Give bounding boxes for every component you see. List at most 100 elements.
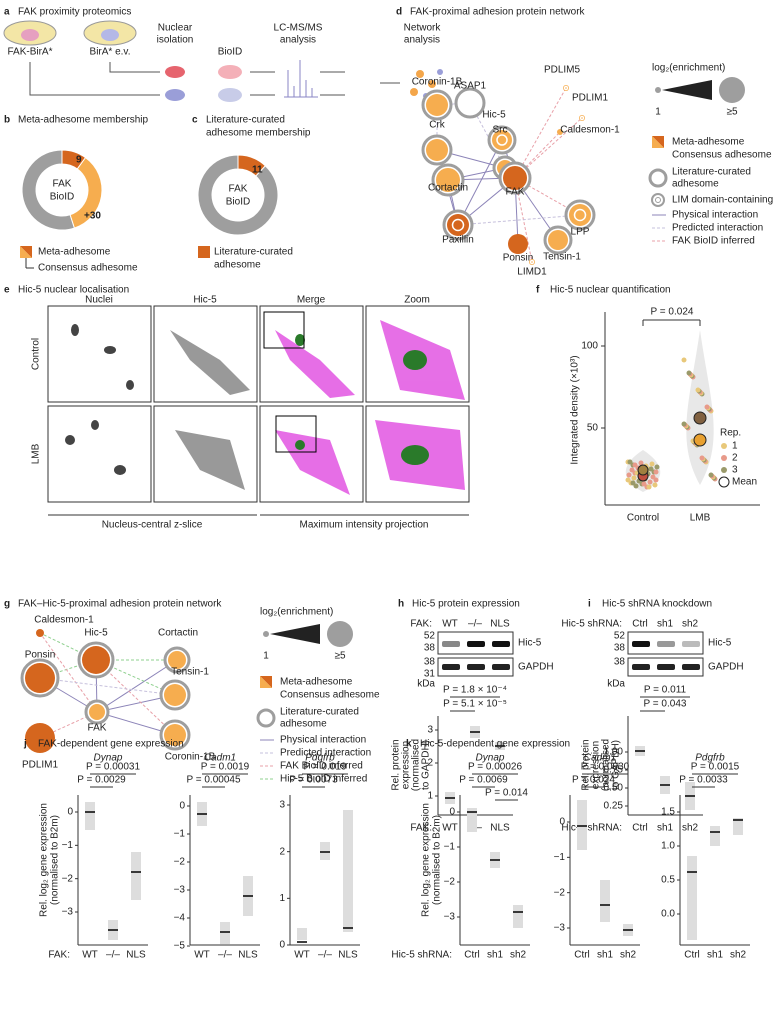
- legend-label: Mean: [732, 477, 757, 488]
- node: [655, 87, 661, 93]
- node: [36, 629, 44, 637]
- step: analysis: [280, 35, 316, 46]
- legend-label: Meta-adhesome: [672, 137, 745, 148]
- node: [626, 472, 632, 478]
- y-tick-label: 2: [279, 846, 285, 857]
- y-tick-label: −1: [444, 842, 456, 853]
- node: [630, 480, 636, 486]
- p-value: P = 0.0029: [77, 775, 126, 786]
- donut-center: FAK: [229, 184, 248, 195]
- y-tick-label: −5: [174, 941, 186, 952]
- node-label: PDLIM5: [544, 65, 581, 76]
- panel-title: Hic-5 nuclear quantification: [550, 285, 671, 296]
- node: [708, 472, 714, 478]
- panel-title: FAK proximity proteomics: [18, 7, 131, 18]
- node: [459, 92, 481, 114]
- node: [426, 139, 448, 161]
- panel-title: FAK–Hic-5-proximal adhesion protein netw…: [18, 599, 222, 610]
- node: [647, 479, 653, 485]
- panel-letter: j: [23, 739, 27, 750]
- violin: [686, 330, 714, 485]
- node: [25, 663, 55, 693]
- range-bar: [513, 905, 523, 928]
- legend-label: FAK BioID inferred: [280, 761, 363, 772]
- column-header: Zoom: [404, 295, 430, 306]
- lane-title: FAK:: [410, 619, 432, 630]
- legend-label: ≥5: [334, 651, 345, 662]
- y-tick-label: 1.00: [604, 747, 624, 758]
- band-label: Hic-5: [708, 638, 732, 649]
- node-label: Caldesmon-1: [560, 125, 620, 136]
- node: [721, 467, 727, 473]
- y-tick-label: 100: [581, 341, 598, 352]
- legend-label: Literature-curated: [672, 167, 751, 178]
- x-tick-label: Ctrl: [632, 823, 648, 834]
- lane-label: sh1: [657, 619, 674, 630]
- mw-label: 38: [424, 643, 436, 654]
- band: [682, 641, 700, 647]
- range-bar: [85, 802, 95, 830]
- y-label: to GAPDH): [421, 740, 432, 790]
- step: Network: [404, 23, 442, 34]
- step: isolation: [157, 35, 194, 46]
- size-wedge: [270, 624, 320, 644]
- y-tick-label: −2: [62, 873, 74, 884]
- node-label: FAK: [506, 187, 525, 198]
- y-tick-label: −1: [62, 840, 74, 851]
- node: [563, 85, 569, 91]
- y-tick-label: −3: [554, 923, 566, 934]
- y-tick-label: −3: [444, 912, 456, 923]
- node: [681, 421, 687, 427]
- node: [704, 404, 710, 410]
- node: [646, 484, 652, 490]
- node-label: ASAP1: [454, 81, 487, 92]
- node: [503, 166, 527, 190]
- y-tick-label: 1.0: [661, 841, 675, 852]
- x-tick-label: Ctrl: [684, 950, 700, 961]
- node: [451, 218, 465, 232]
- lane-label: NLS: [490, 619, 510, 630]
- step: BioID: [218, 47, 242, 58]
- p-value: P = 0.019: [304, 762, 347, 773]
- legend-label: adhesome: [280, 719, 327, 730]
- p-value: P = 0.0033: [679, 775, 728, 786]
- node: [164, 684, 186, 706]
- node: [652, 482, 658, 488]
- node-label: PDLIM1: [572, 93, 609, 104]
- x-tick-label: Ctrl: [464, 950, 480, 961]
- y-tick-label: −3: [62, 907, 74, 918]
- node: [699, 455, 705, 461]
- y-label: (normalised: [411, 739, 422, 791]
- node: [654, 464, 660, 470]
- panel-title: Hic-5 shRNA knockdown: [602, 599, 712, 610]
- y-tick-label: −2: [444, 877, 456, 888]
- donut-segment: [21, 149, 75, 231]
- mw-label: 38: [424, 657, 436, 668]
- x-tick-label: WT: [442, 823, 458, 834]
- p-value: P = 0.00026: [468, 762, 522, 773]
- node: [631, 475, 637, 481]
- node-label: Tensin-1: [543, 252, 581, 263]
- footer: Maximum intensity projection: [300, 520, 429, 531]
- lane-title: Hic-5 shRNA:: [561, 619, 622, 630]
- node-label: Hic-5: [482, 110, 506, 121]
- p-value: P = 0.014: [485, 788, 528, 799]
- x-tick-label: Ctrl: [574, 950, 590, 961]
- range-bar: [600, 880, 610, 922]
- x-tick-label: LMB: [690, 513, 711, 524]
- node: [447, 214, 469, 236]
- x-tick-label: NLS: [238, 950, 258, 961]
- gene-name: Cadm1: [584, 753, 616, 764]
- legend-label: 2: [732, 453, 738, 464]
- range-bar: [733, 818, 743, 835]
- y-tick-label: −4: [174, 913, 186, 924]
- node: [548, 230, 568, 250]
- x-tick-label: –/–: [318, 950, 332, 961]
- p-value: P = 0.024: [651, 307, 694, 318]
- segment-label: 11: [252, 165, 263, 176]
- legend-title: Rep.: [720, 428, 741, 439]
- node: [655, 197, 661, 203]
- line: [39, 632, 98, 713]
- legend-label: Consensus adhesome: [38, 263, 138, 274]
